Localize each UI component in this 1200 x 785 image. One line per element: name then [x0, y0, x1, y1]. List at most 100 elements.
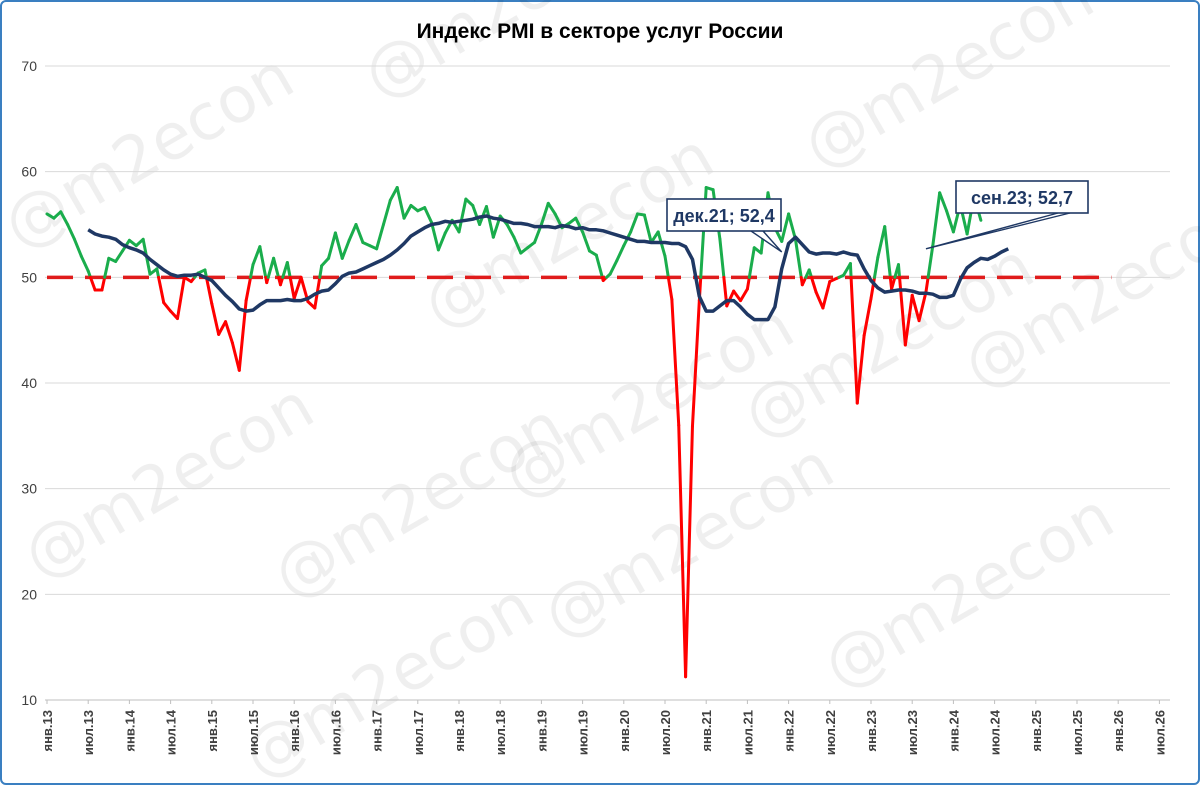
- x-tick-label: июл.24: [988, 709, 1003, 755]
- x-tick-label: янв.20: [617, 710, 632, 752]
- pmi-line-segment: [230, 341, 241, 372]
- x-tick-label: янв.23: [864, 710, 879, 752]
- pmi-line-segment: [285, 261, 292, 279]
- x-tick-label: июл.23: [905, 710, 920, 755]
- y-tick-label: 70: [21, 58, 37, 74]
- annotation-callout: дек.21; 52,4: [666, 198, 783, 253]
- pmi-line-segment: [883, 225, 892, 279]
- pmi-line-segment: [157, 275, 166, 305]
- pmi-line-segment: [320, 256, 331, 268]
- annotation-label: сен.23; 52,7: [971, 188, 1073, 208]
- watermark: @m2econ: [0, 39, 306, 264]
- x-tick-label: июл.18: [493, 710, 508, 755]
- x-tick-label: июл.13: [81, 710, 96, 755]
- gridlines: [45, 65, 1170, 701]
- x-tick-label: янв.18: [452, 710, 467, 752]
- chart-title: Индекс PMI в секторе услуг России: [417, 20, 784, 43]
- pmi-line-segment: [793, 237, 803, 279]
- x-tick-label: янв.16: [287, 710, 302, 752]
- pmi-line-segment: [869, 275, 877, 300]
- pmi-line-segment: [684, 424, 694, 679]
- pmi-line-segment: [327, 231, 337, 260]
- x-tick-label: июл.25: [1070, 710, 1085, 755]
- pmi-line-segment: [512, 235, 523, 255]
- pmi-line-segment: [258, 245, 268, 279]
- annotation-box: [666, 198, 782, 232]
- annotation-box: [955, 180, 1089, 214]
- pmi-line-segment: [608, 258, 619, 276]
- pmi-line-segment: [204, 275, 214, 306]
- pmi-line-segment: [945, 209, 955, 234]
- x-tick-label: янв.17: [370, 710, 385, 752]
- x-tick-label: июл.15: [246, 710, 261, 755]
- pmi-line-segment: [739, 287, 749, 303]
- pmi-line-segment: [251, 245, 262, 267]
- pmi-line-segment: [402, 203, 413, 220]
- pmi-line-segment: [787, 212, 797, 241]
- pmi-line-segment: [423, 206, 434, 224]
- pmi-line-segment: [457, 197, 468, 234]
- trend-line: [87, 214, 1010, 322]
- pmi-line-segment: [910, 293, 921, 323]
- pmi-line-segment: [821, 280, 832, 310]
- pmi-line-segment: [505, 223, 516, 239]
- pmi-line-segment: [745, 275, 751, 291]
- annotation-label: дек.21; 52,4: [673, 206, 775, 226]
- pmi-line-segment: [381, 198, 392, 226]
- pmi-line-segment: [79, 254, 90, 273]
- pmi-line-segment: [718, 237, 726, 279]
- pmi-line-segment: [66, 223, 76, 241]
- pmi-line-segment: [924, 275, 930, 294]
- pmi-line-segment: [903, 293, 914, 347]
- pmi-line-segment: [809, 275, 818, 294]
- pmi-line-segment: [436, 231, 447, 252]
- y-tick-label: 60: [21, 164, 37, 180]
- pmi-line-segment: [539, 201, 550, 226]
- x-tick-label: янв.14: [122, 709, 137, 751]
- x-tick-label: июл.14: [164, 709, 179, 755]
- pmi-line-segment: [677, 423, 688, 679]
- y-tick-label: 30: [21, 481, 37, 497]
- watermark: @m2econ: [351, 0, 666, 114]
- pmi-line-segment: [615, 244, 626, 262]
- pmi-line-segment: [347, 223, 358, 242]
- pmi-line-segment: [732, 289, 743, 303]
- pmi-line-segment: [896, 263, 902, 279]
- x-tick-label: июл.17: [411, 710, 426, 755]
- pmi-line-segment: [318, 264, 324, 279]
- pmi-line-segment: [224, 320, 234, 345]
- watermark: @m2econ: [791, 0, 1106, 184]
- pmi-line-segment: [100, 275, 107, 292]
- pmi-line-segment: [59, 210, 70, 226]
- pmi-line-segment: [666, 275, 674, 302]
- pmi-line-segment: [780, 212, 791, 243]
- pmi-line-segment: [72, 237, 83, 258]
- pmi-line-segment: [747, 246, 756, 279]
- monthly-pmi-series: [45, 186, 983, 679]
- y-tick-label: 50: [21, 269, 37, 285]
- x-tick-label: янв.21: [699, 710, 714, 752]
- pmi-line-segment: [52, 210, 63, 220]
- pmi-line-segment: [890, 275, 897, 291]
- pmi-line-segment: [244, 275, 253, 303]
- pmi-line-segment: [249, 263, 255, 279]
- pmi-line-segment: [926, 244, 935, 279]
- pmi-line-segment: [849, 275, 859, 405]
- annotation-pointer: [750, 230, 783, 253]
- x-tick-label: июл.21: [740, 710, 755, 755]
- x-tick-label: янв.26: [1111, 710, 1126, 752]
- pmi-line-segment: [873, 255, 880, 279]
- pmi-line-segment: [725, 289, 736, 308]
- pmi-line-segment: [175, 275, 186, 321]
- pmi-line-segment: [292, 275, 303, 300]
- x-tick-label: янв.19: [534, 710, 549, 752]
- pmi-line-segment: [354, 223, 365, 244]
- trend-series: [87, 214, 1010, 322]
- pmi-line-segment: [690, 299, 701, 428]
- pmi-line-segment: [103, 256, 111, 279]
- pmi-line-segment: [272, 256, 281, 279]
- pmi-line-segment: [862, 296, 873, 337]
- pmi-line-segment: [917, 290, 928, 323]
- pmi-line-segment: [594, 253, 604, 279]
